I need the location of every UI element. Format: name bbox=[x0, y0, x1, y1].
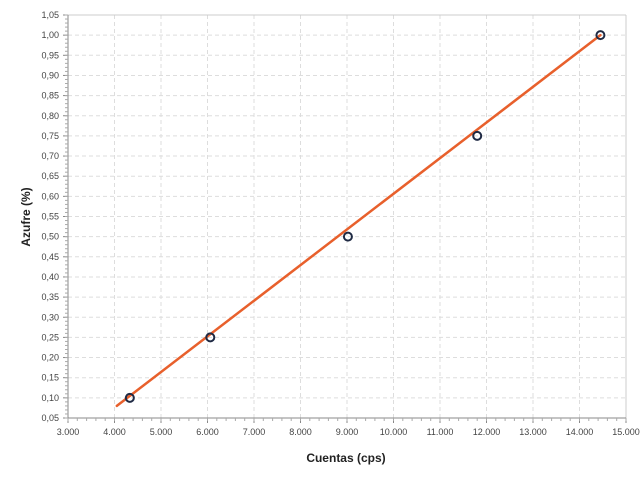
y-tick-label: 0,15 bbox=[41, 373, 59, 383]
y-tick-label: 0,70 bbox=[41, 151, 59, 161]
data-point bbox=[472, 130, 483, 141]
axes bbox=[63, 14, 627, 423]
x-tick-label: 15.000 bbox=[612, 427, 640, 437]
x-axis-title: Cuentas (cps) bbox=[306, 451, 385, 465]
y-tick-label: 0,05 bbox=[41, 413, 59, 423]
data-point bbox=[124, 392, 135, 403]
data-points bbox=[124, 30, 606, 403]
y-tick-label: 0,80 bbox=[41, 111, 59, 121]
y-tick-label: 0,40 bbox=[41, 272, 59, 282]
y-tick-label: 1,00 bbox=[41, 30, 59, 40]
y-tick-label: 0,10 bbox=[41, 393, 59, 403]
y-axis-title: Azufre (%) bbox=[19, 187, 33, 246]
y-tick-labels: 0,05 0,10 0,15 0,20 0,25 0,30 0,35 0,40 0,45 0,50… bbox=[41, 10, 59, 423]
x-tick-labels: 3.000 4.000 5.000 6.000 7.000 8.000 9.000 10.00… bbox=[57, 427, 640, 437]
y-tick-label: 0,25 bbox=[41, 332, 59, 342]
y-tick-label: 0,20 bbox=[41, 353, 59, 363]
x-tick-label: 11.000 bbox=[427, 427, 454, 437]
x-tick-label: 13.000 bbox=[519, 427, 547, 437]
x-tick-label: 6.000 bbox=[196, 427, 219, 437]
y-tick-label: 0,75 bbox=[41, 131, 59, 141]
grid bbox=[68, 15, 626, 418]
x-tick-label: 9.000 bbox=[336, 427, 359, 437]
y-tick-label: 0,45 bbox=[41, 252, 59, 262]
fit-line-path bbox=[115, 33, 602, 408]
x-tick-label: 12.000 bbox=[473, 427, 501, 437]
y-tick-label: 0,65 bbox=[41, 171, 59, 181]
y-tick-label: 0,60 bbox=[41, 191, 59, 201]
data-point bbox=[595, 30, 606, 41]
y-tick-label: 0,85 bbox=[41, 91, 59, 101]
x-tick-label: 10.000 bbox=[380, 427, 408, 437]
y-tick-label: 0,55 bbox=[41, 212, 59, 222]
fit-line bbox=[115, 33, 602, 408]
x-tick-label: 4.000 bbox=[103, 427, 126, 437]
x-tick-label: 7.000 bbox=[243, 427, 266, 437]
y-tick-label: 0,35 bbox=[41, 292, 59, 302]
x-tick-label: 8.000 bbox=[289, 427, 312, 437]
data-point bbox=[342, 231, 353, 242]
y-tick-label: 0,95 bbox=[41, 50, 59, 60]
minor-ticks bbox=[65, 14, 627, 421]
x-tick-label: 3.000 bbox=[57, 427, 80, 437]
x-tick-label: 5.000 bbox=[150, 427, 173, 437]
y-tick-label: 0,50 bbox=[41, 232, 59, 242]
y-tick-label: 1,05 bbox=[41, 10, 59, 20]
data-point bbox=[205, 332, 216, 343]
y-tick-label: 0,30 bbox=[41, 312, 59, 322]
y-tick-label: 0,90 bbox=[41, 70, 59, 80]
x-tick-label: 14.000 bbox=[566, 427, 594, 437]
